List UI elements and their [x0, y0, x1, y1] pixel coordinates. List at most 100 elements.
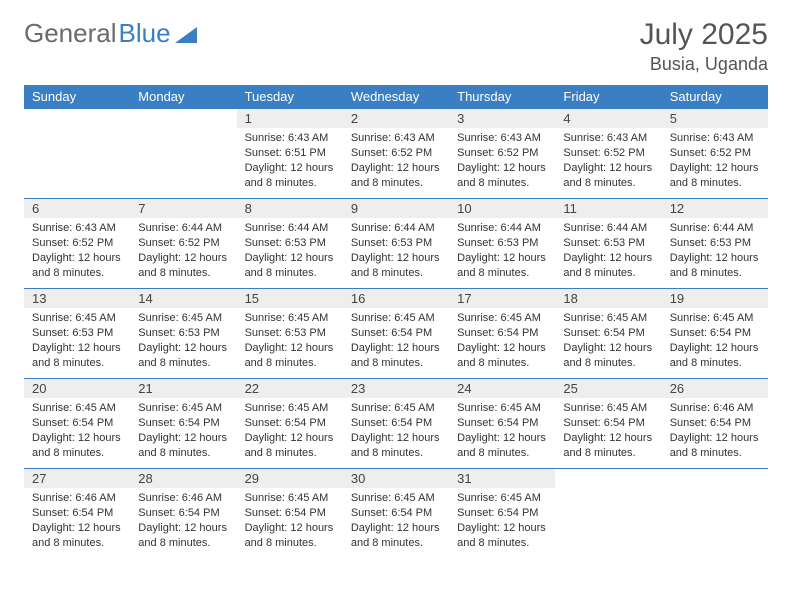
day-cell: 2Sunrise: 6:43 AMSunset: 6:52 PMDaylight…: [343, 109, 449, 199]
day-cell: 18Sunrise: 6:45 AMSunset: 6:54 PMDayligh…: [555, 289, 661, 379]
day-body: Sunrise: 6:46 AMSunset: 6:54 PMDaylight:…: [130, 488, 236, 554]
day-cell: 6Sunrise: 6:43 AMSunset: 6:52 PMDaylight…: [24, 199, 130, 289]
day-line: Sunset: 6:54 PM: [245, 416, 335, 431]
day-line: Daylight: 12 hours and 8 minutes.: [351, 341, 441, 371]
day-number: 31: [449, 469, 555, 488]
day-body: Sunrise: 6:45 AMSunset: 6:53 PMDaylight:…: [24, 308, 130, 374]
day-line: Sunrise: 6:46 AM: [670, 401, 760, 416]
day-line: Daylight: 12 hours and 8 minutes.: [670, 341, 760, 371]
day-line: Sunset: 6:54 PM: [245, 506, 335, 521]
day-line: Sunrise: 6:45 AM: [32, 401, 122, 416]
day-number: 9: [343, 199, 449, 218]
day-line: Daylight: 12 hours and 8 minutes.: [32, 251, 122, 281]
day-body: Sunrise: 6:45 AMSunset: 6:54 PMDaylight:…: [449, 398, 555, 464]
day-line: Sunrise: 6:45 AM: [351, 401, 441, 416]
day-line: Sunrise: 6:43 AM: [670, 131, 760, 146]
day-line: Sunrise: 6:46 AM: [32, 491, 122, 506]
day-line: Sunset: 6:54 PM: [457, 506, 547, 521]
day-cell: [24, 109, 130, 199]
day-cell: 20Sunrise: 6:45 AMSunset: 6:54 PMDayligh…: [24, 379, 130, 469]
day-line: Daylight: 12 hours and 8 minutes.: [457, 431, 547, 461]
day-number: 17: [449, 289, 555, 308]
day-header: Saturday: [662, 85, 768, 109]
day-line: Daylight: 12 hours and 8 minutes.: [138, 431, 228, 461]
day-line: Sunrise: 6:45 AM: [563, 401, 653, 416]
day-line: Sunrise: 6:44 AM: [245, 221, 335, 236]
day-number: 5: [662, 109, 768, 128]
day-cell: 3Sunrise: 6:43 AMSunset: 6:52 PMDaylight…: [449, 109, 555, 199]
day-cell: 28Sunrise: 6:46 AMSunset: 6:54 PMDayligh…: [130, 469, 236, 559]
day-body: Sunrise: 6:45 AMSunset: 6:53 PMDaylight:…: [130, 308, 236, 374]
day-number: 2: [343, 109, 449, 128]
week-row: 20Sunrise: 6:45 AMSunset: 6:54 PMDayligh…: [24, 379, 768, 469]
day-body: Sunrise: 6:45 AMSunset: 6:54 PMDaylight:…: [343, 488, 449, 554]
day-number: 11: [555, 199, 661, 218]
day-cell: 23Sunrise: 6:45 AMSunset: 6:54 PMDayligh…: [343, 379, 449, 469]
day-line: Sunrise: 6:45 AM: [351, 311, 441, 326]
week-row: 13Sunrise: 6:45 AMSunset: 6:53 PMDayligh…: [24, 289, 768, 379]
day-line: Sunrise: 6:45 AM: [138, 401, 228, 416]
day-cell: 13Sunrise: 6:45 AMSunset: 6:53 PMDayligh…: [24, 289, 130, 379]
day-body: Sunrise: 6:45 AMSunset: 6:53 PMDaylight:…: [237, 308, 343, 374]
title-block: July 2025 Busia, Uganda: [640, 18, 768, 75]
day-line: Sunset: 6:53 PM: [138, 326, 228, 341]
day-line: Sunset: 6:53 PM: [351, 236, 441, 251]
day-number: 20: [24, 379, 130, 398]
day-line: Sunrise: 6:44 AM: [138, 221, 228, 236]
day-line: Daylight: 12 hours and 8 minutes.: [245, 341, 335, 371]
day-cell: 11Sunrise: 6:44 AMSunset: 6:53 PMDayligh…: [555, 199, 661, 289]
day-line: Daylight: 12 hours and 8 minutes.: [457, 161, 547, 191]
day-cell: 24Sunrise: 6:45 AMSunset: 6:54 PMDayligh…: [449, 379, 555, 469]
day-header: Wednesday: [343, 85, 449, 109]
day-number: [24, 109, 130, 113]
day-cell: 22Sunrise: 6:45 AMSunset: 6:54 PMDayligh…: [237, 379, 343, 469]
day-header: Monday: [130, 85, 236, 109]
day-body: Sunrise: 6:44 AMSunset: 6:53 PMDaylight:…: [237, 218, 343, 284]
day-number: 15: [237, 289, 343, 308]
header: GeneralBlue July 2025 Busia, Uganda: [24, 18, 768, 75]
day-cell: 5Sunrise: 6:43 AMSunset: 6:52 PMDaylight…: [662, 109, 768, 199]
day-line: Sunset: 6:54 PM: [138, 506, 228, 521]
day-cell: 19Sunrise: 6:45 AMSunset: 6:54 PMDayligh…: [662, 289, 768, 379]
day-line: Sunrise: 6:45 AM: [457, 401, 547, 416]
day-body: Sunrise: 6:43 AMSunset: 6:51 PMDaylight:…: [237, 128, 343, 194]
day-cell: 8Sunrise: 6:44 AMSunset: 6:53 PMDaylight…: [237, 199, 343, 289]
day-header: Thursday: [449, 85, 555, 109]
day-line: Daylight: 12 hours and 8 minutes.: [670, 431, 760, 461]
day-number: 19: [662, 289, 768, 308]
day-number: 21: [130, 379, 236, 398]
day-line: Sunset: 6:53 PM: [32, 326, 122, 341]
day-body: Sunrise: 6:43 AMSunset: 6:52 PMDaylight:…: [24, 218, 130, 284]
day-body: Sunrise: 6:45 AMSunset: 6:54 PMDaylight:…: [449, 488, 555, 554]
day-cell: 17Sunrise: 6:45 AMSunset: 6:54 PMDayligh…: [449, 289, 555, 379]
day-line: Sunset: 6:53 PM: [457, 236, 547, 251]
week-row: 27Sunrise: 6:46 AMSunset: 6:54 PMDayligh…: [24, 469, 768, 559]
day-line: Sunrise: 6:46 AM: [138, 491, 228, 506]
day-line: Daylight: 12 hours and 8 minutes.: [351, 251, 441, 281]
day-header: Tuesday: [237, 85, 343, 109]
day-line: Sunset: 6:54 PM: [351, 506, 441, 521]
day-number: 29: [237, 469, 343, 488]
day-body: Sunrise: 6:46 AMSunset: 6:54 PMDaylight:…: [662, 398, 768, 464]
day-cell: 4Sunrise: 6:43 AMSunset: 6:52 PMDaylight…: [555, 109, 661, 199]
day-line: Daylight: 12 hours and 8 minutes.: [32, 341, 122, 371]
day-cell: 27Sunrise: 6:46 AMSunset: 6:54 PMDayligh…: [24, 469, 130, 559]
day-line: Sunset: 6:54 PM: [457, 416, 547, 431]
day-number: 30: [343, 469, 449, 488]
day-line: Sunrise: 6:45 AM: [351, 491, 441, 506]
day-body: Sunrise: 6:45 AMSunset: 6:54 PMDaylight:…: [662, 308, 768, 374]
day-number: 13: [24, 289, 130, 308]
day-header: Sunday: [24, 85, 130, 109]
day-cell: 25Sunrise: 6:45 AMSunset: 6:54 PMDayligh…: [555, 379, 661, 469]
day-line: Sunset: 6:53 PM: [563, 236, 653, 251]
day-body: Sunrise: 6:45 AMSunset: 6:54 PMDaylight:…: [555, 308, 661, 374]
day-body: Sunrise: 6:44 AMSunset: 6:53 PMDaylight:…: [449, 218, 555, 284]
day-number: 28: [130, 469, 236, 488]
day-line: Sunset: 6:51 PM: [245, 146, 335, 161]
day-line: Daylight: 12 hours and 8 minutes.: [563, 431, 653, 461]
day-body: Sunrise: 6:43 AMSunset: 6:52 PMDaylight:…: [343, 128, 449, 194]
day-line: Daylight: 12 hours and 8 minutes.: [245, 521, 335, 551]
day-line: Daylight: 12 hours and 8 minutes.: [32, 431, 122, 461]
day-cell: 12Sunrise: 6:44 AMSunset: 6:53 PMDayligh…: [662, 199, 768, 289]
day-line: Sunset: 6:54 PM: [351, 326, 441, 341]
